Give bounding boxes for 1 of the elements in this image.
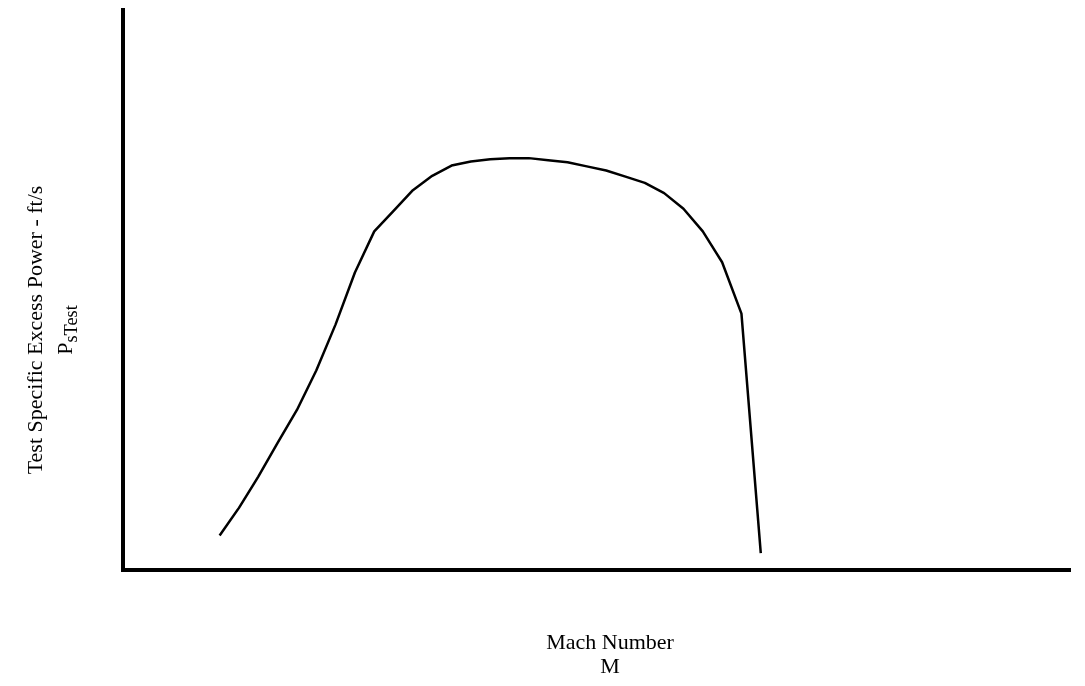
x-axis-title: Mach Number M [545,629,675,678]
